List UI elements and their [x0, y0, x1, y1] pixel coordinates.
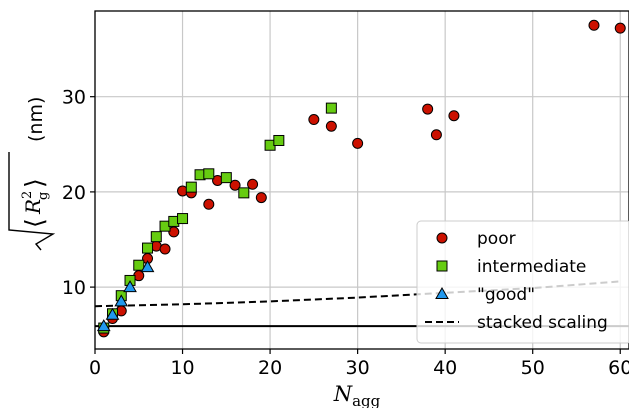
x-axis-label-main: N — [333, 382, 353, 406]
y-tick-label: 10 — [62, 277, 86, 299]
legend-box — [416, 220, 629, 344]
poor-point — [308, 114, 320, 126]
legend-label: poor — [477, 229, 516, 249]
angle-bracket-right: ⟩ — [20, 178, 49, 188]
legend-marker — [436, 260, 448, 272]
poor-point — [614, 22, 626, 34]
intermediate-point — [238, 187, 250, 199]
legend-label: "good" — [477, 285, 535, 305]
intermediate-point — [273, 134, 285, 146]
x-tick-label: 30 — [346, 357, 370, 379]
legend-label: intermediate — [477, 257, 586, 277]
data-points — [96, 19, 626, 338]
poor-point — [255, 192, 267, 204]
good-point — [123, 280, 137, 293]
legend-marker — [435, 286, 449, 299]
ylabel-subscript: g — [36, 192, 51, 200]
y-tick-label: 30 — [62, 87, 86, 109]
axis-ticks: 0 10 20 30 40 50 60 10 20 30 — [62, 87, 629, 379]
sqrt-sign — [8, 152, 56, 251]
x-axis-label-subscript: agg — [352, 392, 381, 408]
poor-point — [159, 243, 171, 255]
legend: poor intermediate "good" stacked scaling — [416, 220, 629, 344]
grid-lines — [94, 11, 629, 349]
angle-bracket-left: ⟨ — [20, 218, 49, 228]
good-point — [114, 294, 129, 307]
good-point — [105, 307, 120, 320]
x-tick-label: 60 — [608, 357, 629, 379]
poor-point — [430, 129, 442, 141]
y-axis-label: ⟨ R 2 g ⟩ (nm) — [8, 97, 56, 251]
poor-point — [203, 198, 215, 210]
intermediate-point — [177, 213, 189, 225]
ylabel-superscript: 2 — [20, 191, 35, 199]
intermediate-point — [142, 242, 154, 254]
legend-label: stacked scaling — [477, 313, 608, 333]
y-tick-label: 20 — [62, 182, 86, 204]
poor-point — [422, 103, 434, 115]
poor-point — [325, 120, 337, 132]
plot-frame — [94, 10, 629, 350]
poor-point — [352, 137, 364, 149]
poor-point — [247, 178, 259, 190]
x-tick-label: 40 — [433, 357, 457, 379]
x-tick-label: 10 — [170, 357, 194, 379]
intermediate-point — [220, 172, 232, 184]
good-point — [140, 260, 155, 273]
poor-point — [588, 19, 600, 31]
ylabel-symbol: R — [21, 199, 45, 215]
intermediate-point — [203, 168, 215, 180]
x-tick-label: 50 — [521, 357, 545, 379]
good-point — [96, 319, 111, 332]
ylabel-unit: (nm) — [25, 97, 47, 142]
poor-point — [448, 110, 460, 122]
x-tick-label: 0 — [89, 357, 101, 379]
legend-marker — [436, 232, 448, 244]
intermediate-point — [185, 181, 197, 193]
poor-point — [229, 179, 241, 191]
intermediate-point — [150, 231, 162, 243]
intermediate-point — [325, 102, 337, 114]
x-axis-label: Nagg — [333, 382, 381, 408]
x-tick-label: 20 — [258, 357, 282, 379]
intermediate-point — [133, 259, 145, 271]
